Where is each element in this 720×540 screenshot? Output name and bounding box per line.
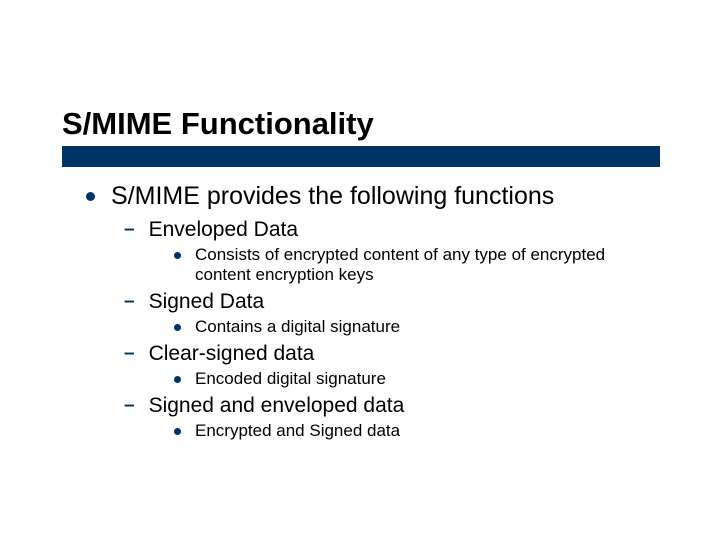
lvl2-row: – Signed and enveloped data bbox=[124, 393, 666, 418]
dash-bullet-icon: – bbox=[124, 393, 135, 418]
slide: S/MIME Functionality S/MIME provides the… bbox=[0, 0, 720, 540]
lvl2-text: Signed and enveloped data bbox=[149, 393, 405, 418]
lvl2-text: Signed Data bbox=[149, 289, 265, 314]
lvl2-item: – Signed and enveloped data Encrypted an… bbox=[124, 393, 666, 441]
lvl1-text: S/MIME provides the following functions bbox=[111, 182, 554, 211]
dash-bullet-icon: – bbox=[124, 217, 135, 242]
lvl2-item: – Enveloped Data Consists of encrypted c… bbox=[124, 217, 666, 285]
lvl2-container: – Enveloped Data Consists of encrypted c… bbox=[124, 217, 666, 441]
lvl2-row: – Enveloped Data bbox=[124, 217, 666, 242]
lvl3-container: Encrypted and Signed data bbox=[174, 421, 666, 441]
disc-bullet-icon bbox=[86, 192, 95, 201]
lvl2-item: – Signed Data Contains a digital signatu… bbox=[124, 289, 666, 337]
lvl3-text: Contains a digital signature bbox=[195, 317, 400, 337]
lvl3-row: Contains a digital signature bbox=[174, 317, 666, 337]
small-disc-bullet-icon bbox=[174, 428, 181, 435]
lvl2-text: Clear-signed data bbox=[149, 341, 315, 366]
lvl1-row: S/MIME provides the following functions bbox=[86, 182, 666, 211]
small-disc-bullet-icon bbox=[174, 252, 181, 259]
lvl2-item: – Clear-signed data Encoded digital sign… bbox=[124, 341, 666, 389]
lvl2-text: Enveloped Data bbox=[149, 217, 298, 242]
small-disc-bullet-icon bbox=[174, 376, 181, 383]
lvl3-text: Encoded digital signature bbox=[195, 369, 386, 389]
lvl3-text: Encrypted and Signed data bbox=[195, 421, 400, 441]
lvl3-item: Encoded digital signature bbox=[174, 369, 666, 389]
lvl3-row: Encoded digital signature bbox=[174, 369, 666, 389]
lvl3-row: Consists of encrypted content of any typ… bbox=[174, 245, 666, 285]
small-disc-bullet-icon bbox=[174, 324, 181, 331]
dash-bullet-icon: – bbox=[124, 341, 135, 366]
lvl3-row: Encrypted and Signed data bbox=[174, 421, 666, 441]
lvl3-item: Contains a digital signature bbox=[174, 317, 666, 337]
slide-title: S/MIME Functionality bbox=[62, 106, 374, 141]
title-row: S/MIME Functionality bbox=[62, 106, 662, 142]
lvl3-container: Contains a digital signature bbox=[174, 317, 666, 337]
slide-body: S/MIME provides the following functions … bbox=[86, 182, 666, 447]
title-bar bbox=[62, 146, 660, 167]
lvl3-text: Consists of encrypted content of any typ… bbox=[195, 245, 655, 285]
lvl2-row: – Clear-signed data bbox=[124, 341, 666, 366]
lvl1-item: S/MIME provides the following functions … bbox=[86, 182, 666, 441]
lvl2-row: – Signed Data bbox=[124, 289, 666, 314]
lvl3-item: Encrypted and Signed data bbox=[174, 421, 666, 441]
dash-bullet-icon: – bbox=[124, 289, 135, 314]
lvl3-item: Consists of encrypted content of any typ… bbox=[174, 245, 666, 285]
lvl3-container: Consists of encrypted content of any typ… bbox=[174, 245, 666, 285]
lvl3-container: Encoded digital signature bbox=[174, 369, 666, 389]
